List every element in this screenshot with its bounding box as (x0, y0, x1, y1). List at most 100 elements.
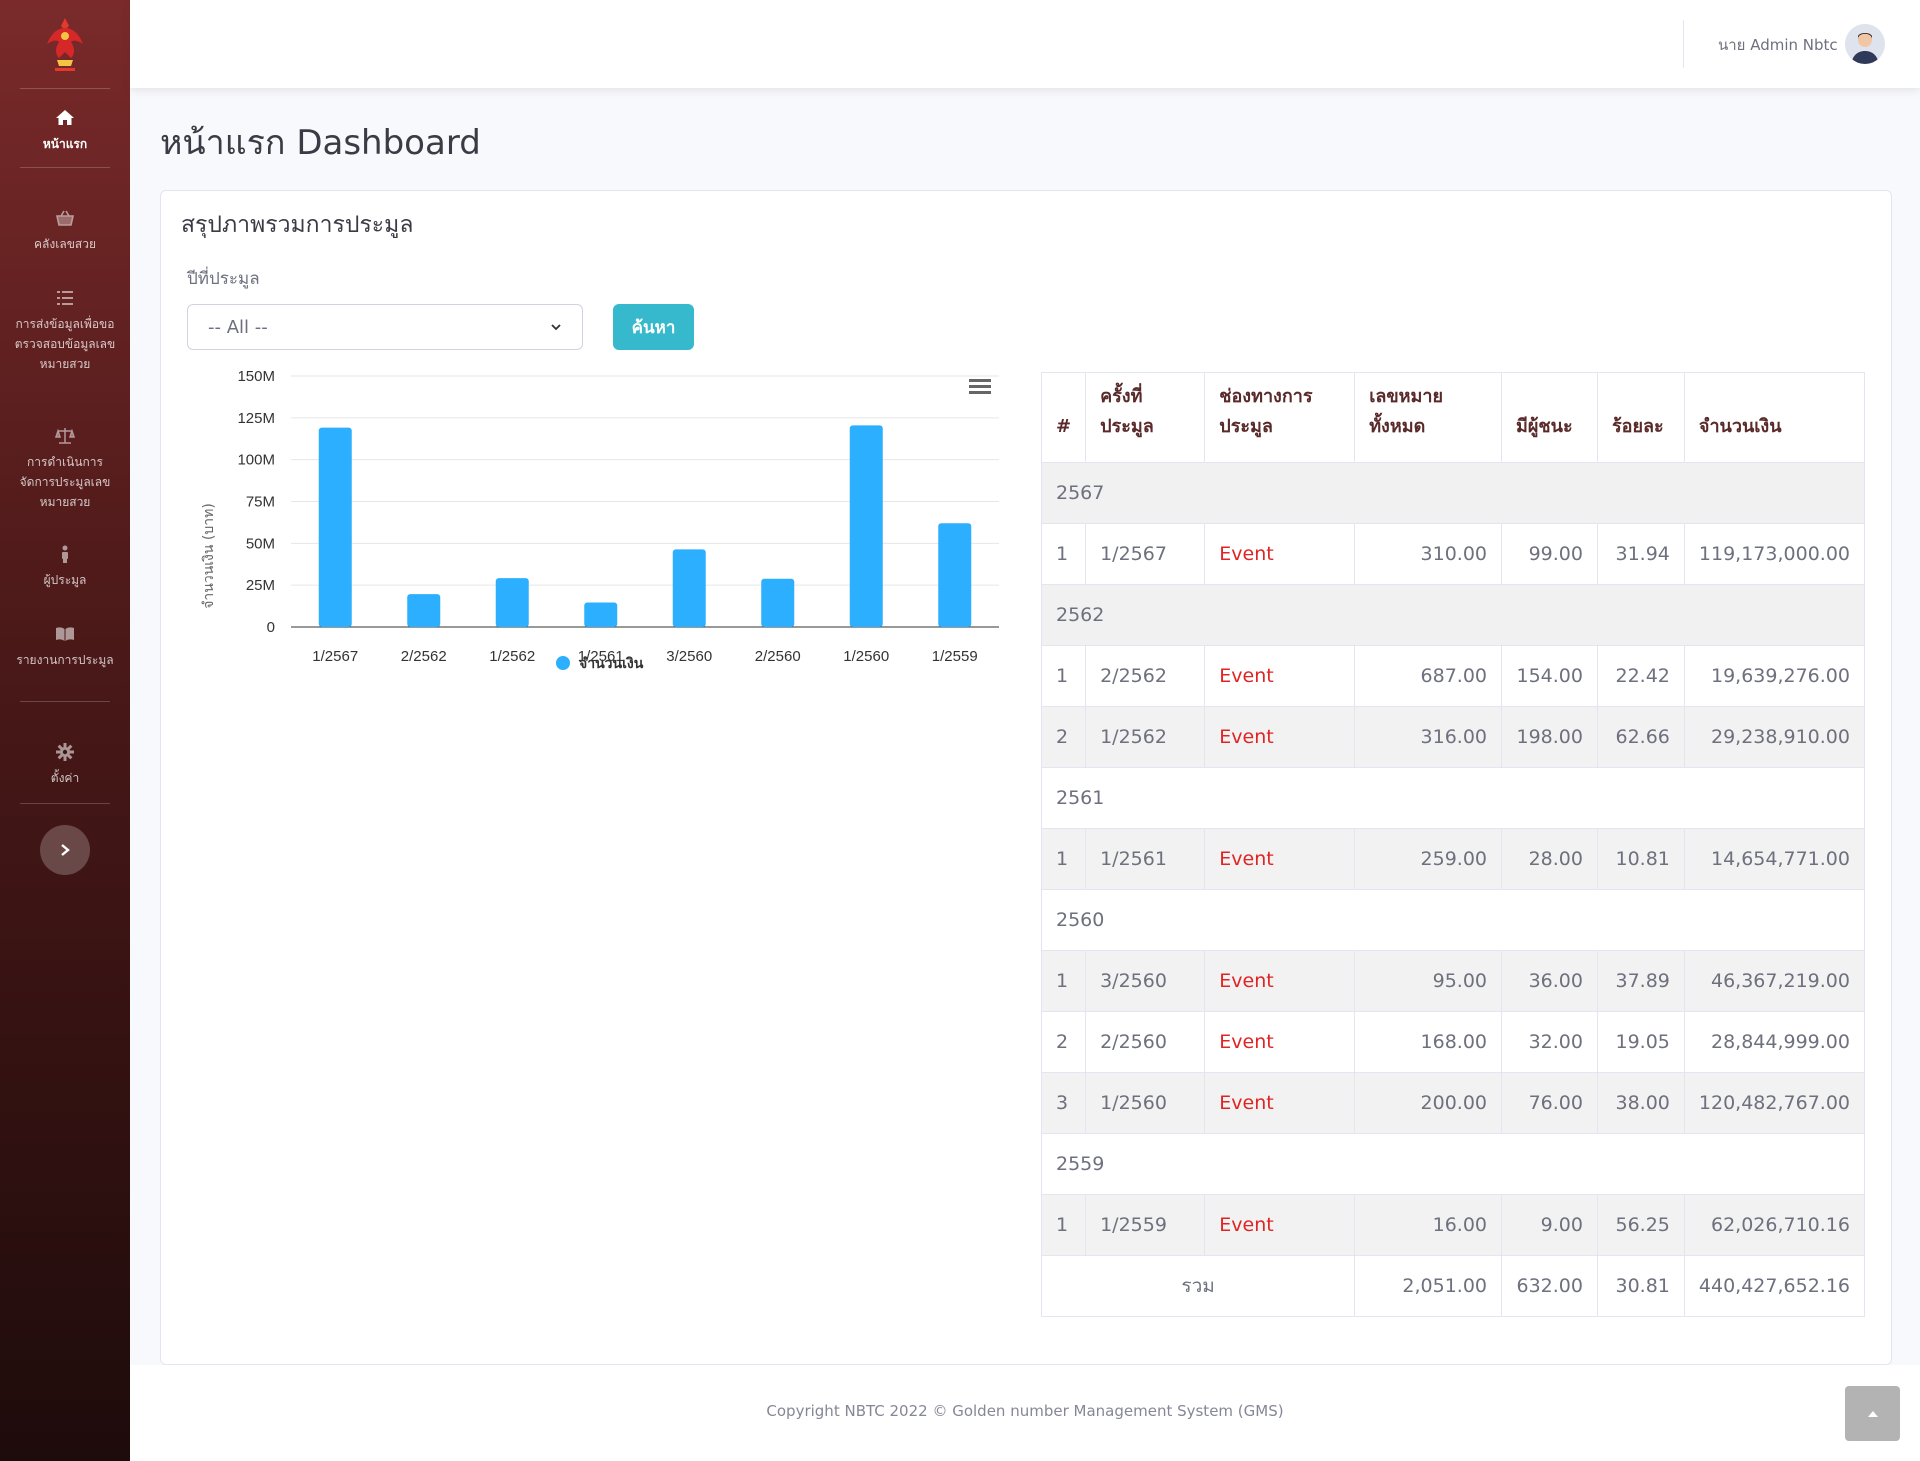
avatar[interactable] (1845, 24, 1885, 64)
topbar-divider (1683, 20, 1684, 68)
col-header-round: ครั้งที่ประมูล (1085, 372, 1206, 463)
table-row: 2 1/2562 Event 316.00 198.00 62.66 29,23… (1040, 706, 1866, 768)
cell-percent: 37.89 (1596, 950, 1685, 1012)
chart-bar[interactable] (938, 523, 972, 627)
col-header-percent: ร้อยละ (1596, 372, 1685, 463)
cell-percent: 19.05 (1596, 1011, 1685, 1073)
sidebar-divider (20, 167, 110, 168)
cell-channel-link[interactable]: Event (1204, 828, 1356, 890)
chart-legend[interactable]: จำนวนเงิน (556, 656, 644, 672)
scroll-to-top-button[interactable] (1845, 1386, 1900, 1441)
cell-total: 200.00 (1354, 1072, 1503, 1134)
group-year: 2562 (1041, 584, 1865, 646)
sidebar-item-home[interactable]: หน้าแรก (0, 108, 130, 154)
sidebar-item-label: การส่งข้อมูลเพื่อขอตรวจสอบข้อมูลเลขหมายส… (14, 317, 116, 371)
cell-amount: 19,639,276.00 (1683, 645, 1866, 707)
sidebar-item-label: คลังเลขสวย (34, 237, 96, 251)
sidebar-item-settings[interactable]: ตั้งค่า (0, 742, 130, 788)
col-header-channel: ช่องทางการประมูล (1204, 372, 1356, 463)
legend-label: จำนวนเงิน (579, 656, 644, 672)
cell-index: 1 (1040, 645, 1087, 707)
sidebar-item-label: การดำเนินการจัดการประมูลเลขหมายสวย (19, 455, 111, 509)
chart-menu-icon[interactable] (969, 379, 991, 394)
chart-bar[interactable] (672, 549, 706, 627)
cell-percent: 10.81 (1596, 828, 1685, 890)
table-row: 3 1/2560 Event 200.00 76.00 38.00 120,48… (1040, 1072, 1866, 1134)
cell-winners: 632.00 (1501, 1255, 1598, 1317)
cell-percent: 62.66 (1596, 706, 1685, 768)
y-tick-label: 100M (237, 452, 275, 469)
sidebar-item-bidders[interactable]: ผู้ประมูล (0, 544, 130, 590)
cell-round: 1/2567 (1085, 523, 1206, 585)
x-tick-label: 1/2562 (489, 648, 535, 665)
sidebar-item-auction-management[interactable]: การดำเนินการจัดการประมูลเลขหมายสวย (0, 426, 130, 512)
cell-index: 1 (1040, 950, 1087, 1012)
footer: Copyright NBTC 2022 © Golden number Mana… (130, 1365, 1920, 1461)
chart-y-axis-title: จำนวนเงิน (บาท) (201, 503, 217, 609)
sidebar-item-label: หน้าแรก (42, 137, 88, 151)
table-group-row: 2562 (1041, 584, 1865, 646)
cell-percent: 22.42 (1596, 645, 1685, 707)
cell-round: 1/2559 (1085, 1194, 1206, 1256)
x-tick-label: 1/2560 (843, 648, 889, 665)
chart-bar[interactable] (584, 602, 618, 627)
chart-bar[interactable] (318, 427, 352, 627)
cell-index: 2 (1040, 706, 1087, 768)
cell-channel-link[interactable]: Event (1204, 706, 1356, 768)
cell-index: 2 (1040, 1011, 1087, 1073)
sidebar-divider (20, 701, 110, 702)
cell-percent: 38.00 (1596, 1072, 1685, 1134)
brand[interactable] (0, 0, 130, 88)
cell-percent: 56.25 (1596, 1194, 1685, 1256)
sidebar-item-number-bank[interactable]: คลังเลขสวย (0, 208, 130, 254)
cell-amount: 46,367,219.00 (1683, 950, 1866, 1012)
topbar: นาย Admin Nbtc (130, 0, 1920, 88)
sidebar-item-submit-data[interactable]: การส่งข้อมูลเพื่อขอตรวจสอบข้อมูลเลขหมายส… (0, 288, 130, 374)
table-group-row: 2560 (1041, 889, 1865, 951)
cell-channel-link[interactable]: Event (1204, 1072, 1356, 1134)
x-tick-label: 1/2559 (932, 648, 978, 665)
cell-channel-link[interactable]: Event (1204, 1194, 1356, 1256)
table-row: 1 2/2562 Event 687.00 154.00 22.42 19,63… (1040, 645, 1866, 707)
user-name[interactable]: นาย Admin Nbtc (1718, 36, 1838, 54)
chart-bar[interactable] (761, 578, 795, 627)
cell-channel-link[interactable]: Event (1204, 1011, 1356, 1073)
cell-total: 687.00 (1354, 645, 1503, 707)
cell-total: 95.00 (1354, 950, 1503, 1012)
cell-index: 3 (1040, 1072, 1087, 1134)
cell-total: 168.00 (1354, 1011, 1503, 1073)
cell-channel-link[interactable]: Event (1204, 523, 1356, 585)
cell-amount: 62,026,710.16 (1683, 1194, 1866, 1256)
copyright-text: Copyright NBTC 2022 © Golden number Mana… (766, 1402, 1284, 1420)
year-filter-label: ปีที่ประมูล (187, 269, 260, 289)
chart-bar[interactable] (495, 578, 529, 627)
sidebar-divider (20, 88, 110, 89)
y-tick-label: 50M (246, 535, 275, 552)
cell-winners: 76.00 (1501, 1072, 1598, 1134)
sidebar-item-auction-report[interactable]: รายงานการประมูล (0, 624, 130, 670)
cell-percent: 30.81 (1596, 1255, 1685, 1317)
scale-icon (55, 428, 75, 444)
cell-channel-link[interactable]: Event (1204, 645, 1356, 707)
group-year: 2561 (1041, 767, 1865, 829)
sidebar-item-label: ตั้งค่า (50, 771, 80, 785)
cell-winners: 99.00 (1501, 523, 1598, 585)
cell-round: 2/2560 (1085, 1011, 1206, 1073)
year-select[interactable]: -- All -- (187, 304, 583, 350)
cell-channel-link[interactable]: Event (1204, 950, 1356, 1012)
table-header-row: # ครั้งที่ประมูล ช่องทางการประมูล เลขหมา… (1040, 372, 1866, 463)
year-select-value: -- All -- (208, 316, 268, 338)
cell-amount: 440,427,652.16 (1683, 1255, 1866, 1317)
cell-total: 16.00 (1354, 1194, 1503, 1256)
col-header-total-numbers: เลขหมายทั้งหมด (1354, 372, 1503, 463)
person-icon (62, 545, 68, 563)
chevron-right-icon (61, 844, 70, 856)
chart-bar[interactable] (407, 594, 441, 627)
table-row: 1 1/2559 Event 16.00 9.00 56.25 62,026,7… (1040, 1194, 1866, 1256)
sidebar-toggle-button[interactable] (40, 825, 90, 875)
cell-round: 2/2562 (1085, 645, 1206, 707)
cell-index: 1 (1040, 523, 1087, 585)
search-button[interactable]: ค้นหา (613, 304, 694, 350)
chart-bar[interactable] (849, 425, 883, 627)
chevron-down-icon (551, 324, 561, 331)
